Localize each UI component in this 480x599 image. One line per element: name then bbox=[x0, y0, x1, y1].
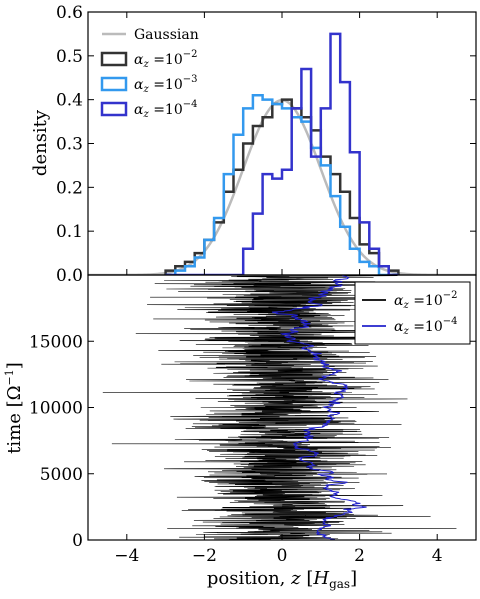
legend-label-series-1: αz =10−2 bbox=[134, 49, 198, 70]
trajectory-y-tick-label: 0 bbox=[72, 531, 83, 551]
trajectory-panel: 0 5000 10000 15000 −4 −2 0 2 4 time [Ω−1] posit… bbox=[3, 274, 477, 591]
histogram-series-1 bbox=[164, 98, 400, 275]
trajectory-x-ticks: −4 −2 0 2 4 bbox=[114, 534, 443, 566]
density-y-tick-label: 0.5 bbox=[56, 47, 83, 67]
density-axes-frame bbox=[87, 11, 477, 276]
legend-label-trajectory-2: αz =10−4 bbox=[394, 316, 458, 337]
legend-label-trajectory-1: αz =10−2 bbox=[394, 290, 458, 311]
trajectory-plot-area bbox=[90, 275, 457, 540]
trajectory-x-tick-label: 4 bbox=[432, 546, 443, 566]
trajectory-legend-box bbox=[354, 281, 471, 345]
trajectory-x-tick-label: −4 bbox=[114, 546, 139, 566]
legend-swatch-series-1 bbox=[100, 51, 128, 67]
trajectory-x-tick-label: 0 bbox=[277, 546, 288, 566]
density-legend: Gaussian αz =10−2 αz =10−3 αz =10−4 bbox=[100, 27, 199, 120]
density-y-tick-label: 0.0 bbox=[56, 266, 83, 286]
gaussian-curve bbox=[88, 98, 476, 275]
histogram-series-3 bbox=[165, 32, 399, 275]
trajectory-series-2 bbox=[271, 275, 367, 540]
density-y-ticks: 0.0 0.1 0.2 0.3 0.4 0.5 0.6 bbox=[56, 3, 476, 286]
legend-label-series-3: αz =10−4 bbox=[134, 99, 198, 120]
trajectory-y-tick-label: 15000 bbox=[29, 332, 83, 352]
density-y-tick-label: 0.6 bbox=[56, 3, 83, 23]
legend-swatch-series-2 bbox=[100, 76, 128, 92]
legend-swatch-series-3 bbox=[100, 101, 128, 117]
trajectory-y-ticks: 0 5000 10000 15000 bbox=[29, 332, 476, 551]
trajectory-legend: αz =10−2 αz =10−4 bbox=[354, 281, 471, 345]
density-y-tick-label: 0.1 bbox=[56, 222, 83, 242]
trajectory-series-1 bbox=[90, 275, 457, 540]
density-y-axis-label: density bbox=[30, 109, 51, 176]
density-panel: 0.0 0.1 0.2 0.3 0.4 0.5 0.6 density Gaussian α… bbox=[30, 3, 477, 286]
density-y-tick-label: 0.2 bbox=[56, 178, 83, 198]
legend-label-series-2: αz =10−3 bbox=[134, 74, 198, 95]
histogram-series-2 bbox=[165, 94, 399, 275]
density-y-tick-label: 0.3 bbox=[56, 135, 83, 155]
trajectory-y-tick-label: 5000 bbox=[40, 465, 83, 485]
trajectory-x-tick-label: 2 bbox=[354, 546, 365, 566]
trajectory-y-tick-label: 10000 bbox=[29, 399, 83, 419]
density-y-tick-label: 0.4 bbox=[56, 91, 83, 111]
legend-label-gaussian: Gaussian bbox=[134, 27, 199, 43]
density-plot-area bbox=[88, 32, 476, 275]
trajectory-x-axis-label: position, z [Hgas] bbox=[207, 568, 357, 591]
trajectory-y-axis-label: time [Ω−1] bbox=[3, 362, 25, 454]
trajectory-x-tick-label: −2 bbox=[192, 546, 217, 566]
